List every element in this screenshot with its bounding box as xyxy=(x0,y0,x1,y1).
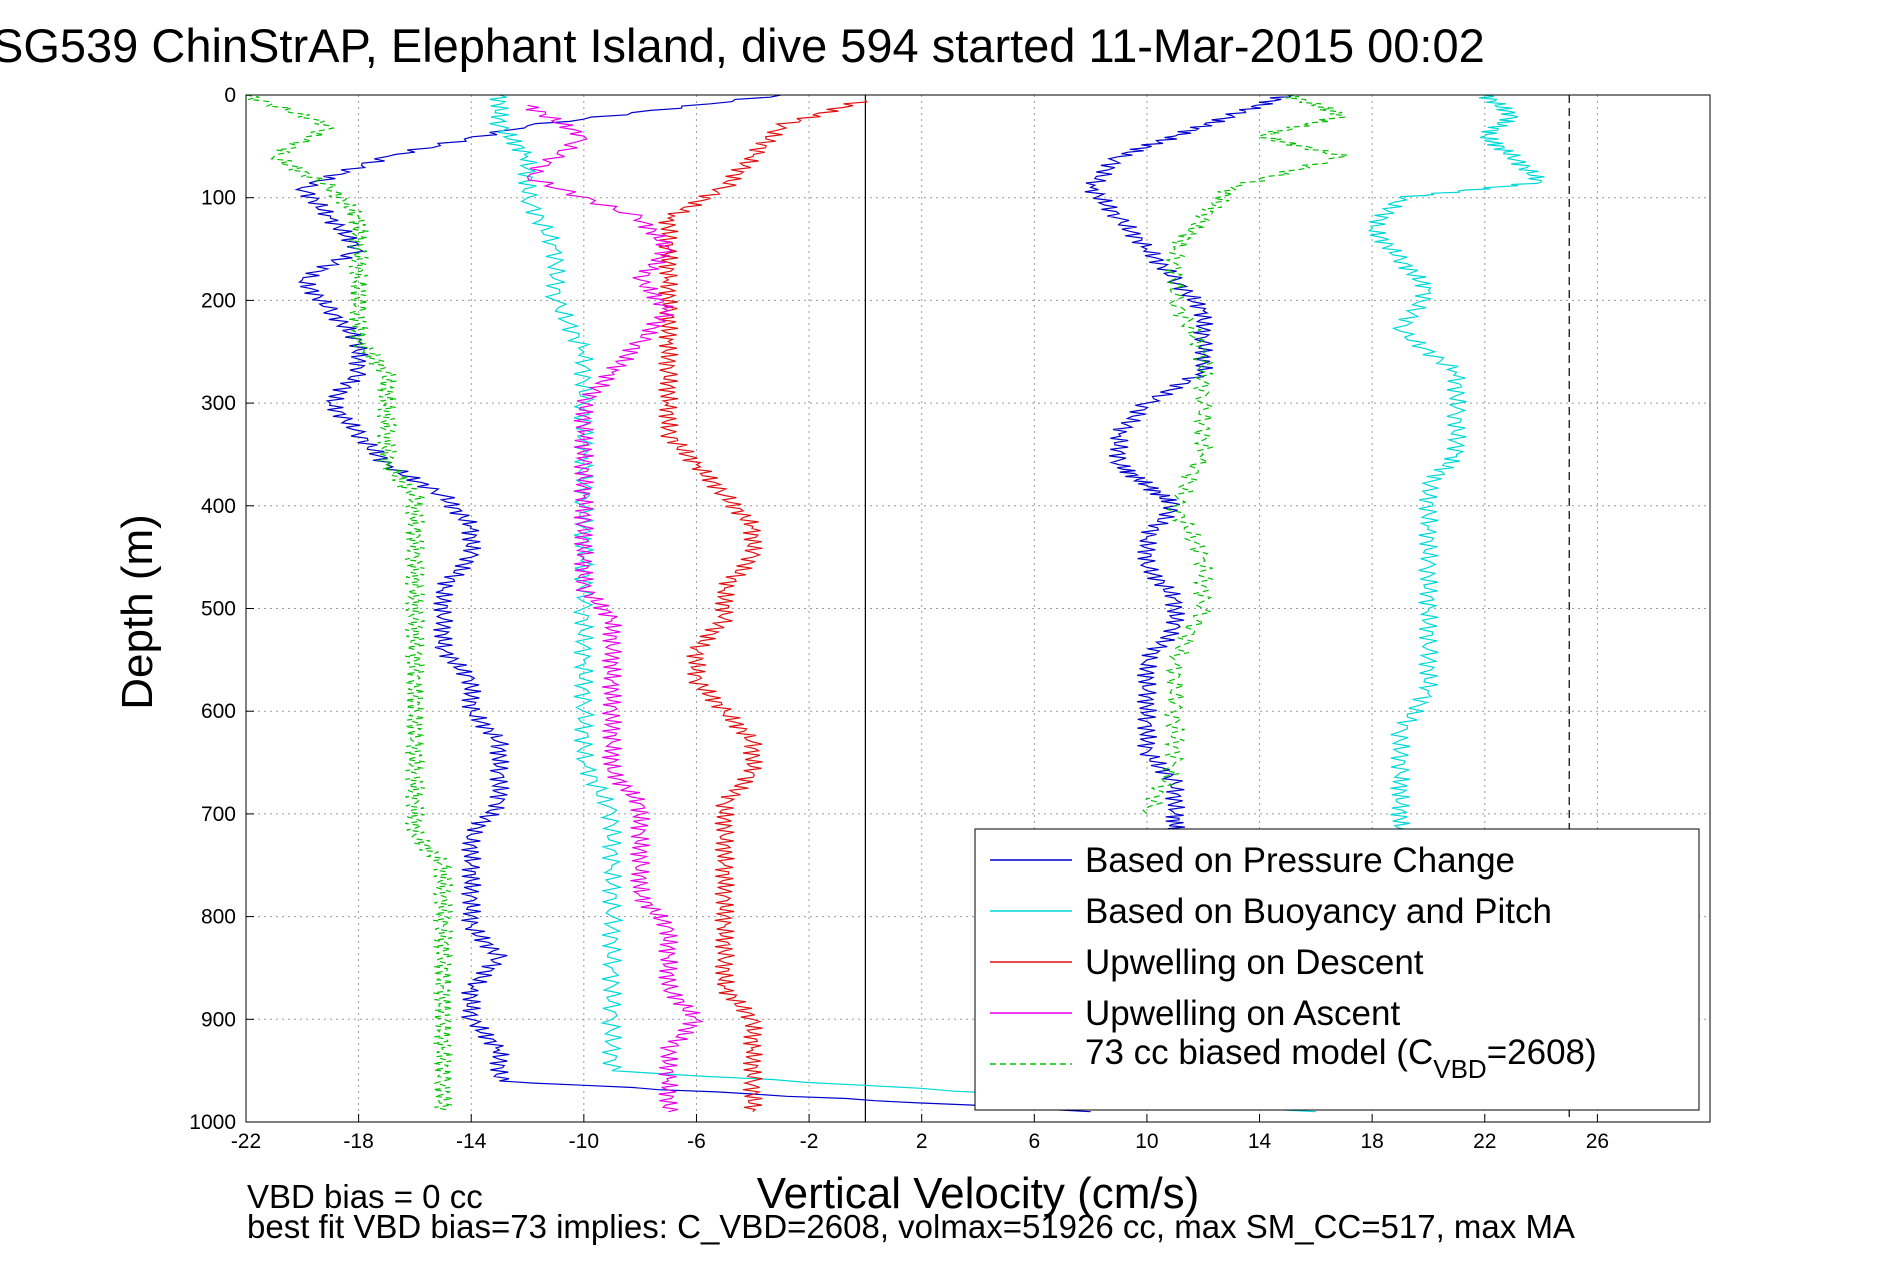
legend-label-pressure: Based on Pressure Change xyxy=(1085,841,1515,880)
series-based-on-pressure-change xyxy=(294,95,1292,1113)
legend-box xyxy=(974,828,1700,1111)
legend-label-descent: Upwelling on Descent xyxy=(1085,943,1424,982)
x-tick-label: -22 xyxy=(231,1130,261,1153)
legend-label-ascent: Upwelling on Ascent xyxy=(1085,994,1400,1033)
x-tick-label: -18 xyxy=(343,1130,373,1153)
series-line xyxy=(658,99,868,1113)
y-tick-label: 700 xyxy=(201,803,236,826)
chart-title: SG539 ChinStrAP, Elephant Island, dive 5… xyxy=(0,19,1485,72)
y-tick-label: 400 xyxy=(201,495,236,518)
series-layer xyxy=(246,95,1545,1113)
y-tick-label: 800 xyxy=(201,906,236,929)
series-upwelling-on-ascent xyxy=(525,104,705,1113)
x-tick-label: -10 xyxy=(569,1130,599,1153)
series-line xyxy=(294,95,1091,1113)
legend-label-model-after: =2608) xyxy=(1487,1033,1597,1072)
footnote-best-fit: best fit VBD bias=73 implies: C_VBD=2608… xyxy=(247,1208,1575,1245)
y-tick-label: 100 xyxy=(201,187,236,210)
series-line xyxy=(1367,95,1545,835)
legend-label-model-sub: VBD xyxy=(1433,1054,1486,1084)
series-based-on-buoyancy-and-pitch xyxy=(489,95,1545,1113)
y-axis-ticks: 0 100 200 300 400 500 600 700 800 900 1000 xyxy=(189,84,254,1134)
x-tick-label: 14 xyxy=(1248,1130,1272,1153)
series-line xyxy=(1084,95,1292,835)
y-tick-label: 600 xyxy=(201,700,236,723)
x-axis-label: Vertical Velocity (cm/s) xyxy=(757,1169,1200,1218)
legend-label-model: 73 cc biased model (CVBD=2608) xyxy=(1085,1033,1597,1084)
legend-label-buoyancy: Based on Buoyancy and Pitch xyxy=(1085,892,1552,931)
series-line xyxy=(525,104,705,1113)
x-tick-label: 10 xyxy=(1135,1130,1158,1153)
series-line xyxy=(246,95,454,1113)
reference-lines xyxy=(864,95,1570,1122)
x-tick-label: 2 xyxy=(916,1130,928,1153)
x-tick-label: -2 xyxy=(800,1130,819,1153)
y-tick-label: 900 xyxy=(201,1008,236,1031)
x-tick-label: 26 xyxy=(1586,1130,1609,1153)
y-tick-label: 200 xyxy=(201,289,236,312)
legend-label-model-main: 73 cc biased model (C xyxy=(1085,1033,1433,1072)
footnote-vbd-bias: VBD bias = 0 cc xyxy=(247,1178,483,1215)
y-axis-label: Depth (m) xyxy=(113,514,162,710)
y-tick-label: 0 xyxy=(224,84,236,107)
legend: Based on Pressure Change Based on Buoyan… xyxy=(974,828,1700,1111)
x-tick-label: -14 xyxy=(456,1130,487,1153)
series-73-cc-biased-model-cvbd-2608 xyxy=(246,95,1348,1113)
x-tick-label: 22 xyxy=(1473,1130,1496,1153)
x-tick-label: 6 xyxy=(1028,1130,1040,1153)
x-axis-ticks: -22 -18 -14 -10 -6 -2 2 6 10 14 18 22 26 xyxy=(231,1114,1609,1153)
y-tick-label: 1000 xyxy=(189,1111,236,1134)
y-tick-label: 300 xyxy=(201,392,236,415)
series-line xyxy=(489,95,1316,1113)
x-tick-label: 18 xyxy=(1360,1130,1383,1153)
series-line xyxy=(1142,95,1348,815)
x-tick-label: -6 xyxy=(687,1130,706,1153)
series-upwelling-on-descent xyxy=(658,99,868,1113)
y-tick-label: 500 xyxy=(201,598,236,621)
